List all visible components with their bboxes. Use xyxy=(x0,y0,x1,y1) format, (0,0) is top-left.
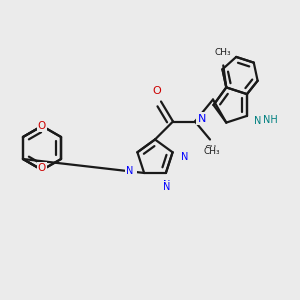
Text: O: O xyxy=(153,86,161,97)
Text: N: N xyxy=(126,166,134,176)
Text: N: N xyxy=(181,152,188,162)
Text: N: N xyxy=(128,166,136,176)
Text: N: N xyxy=(198,113,206,124)
Text: NH: NH xyxy=(254,116,268,126)
Text: CH₃: CH₃ xyxy=(215,50,231,59)
Text: N: N xyxy=(179,152,186,162)
Text: O: O xyxy=(38,164,46,172)
Text: CH₃: CH₃ xyxy=(204,148,220,157)
Text: N: N xyxy=(163,180,171,190)
Text: O: O xyxy=(38,121,46,131)
Text: O: O xyxy=(153,86,161,97)
Text: CH₃: CH₃ xyxy=(215,48,232,57)
Text: CH₃: CH₃ xyxy=(204,146,220,154)
Text: N: N xyxy=(198,113,206,124)
Text: O: O xyxy=(38,163,46,173)
Text: N: N xyxy=(163,182,171,192)
Text: NH: NH xyxy=(263,115,278,125)
Text: O: O xyxy=(38,122,46,130)
